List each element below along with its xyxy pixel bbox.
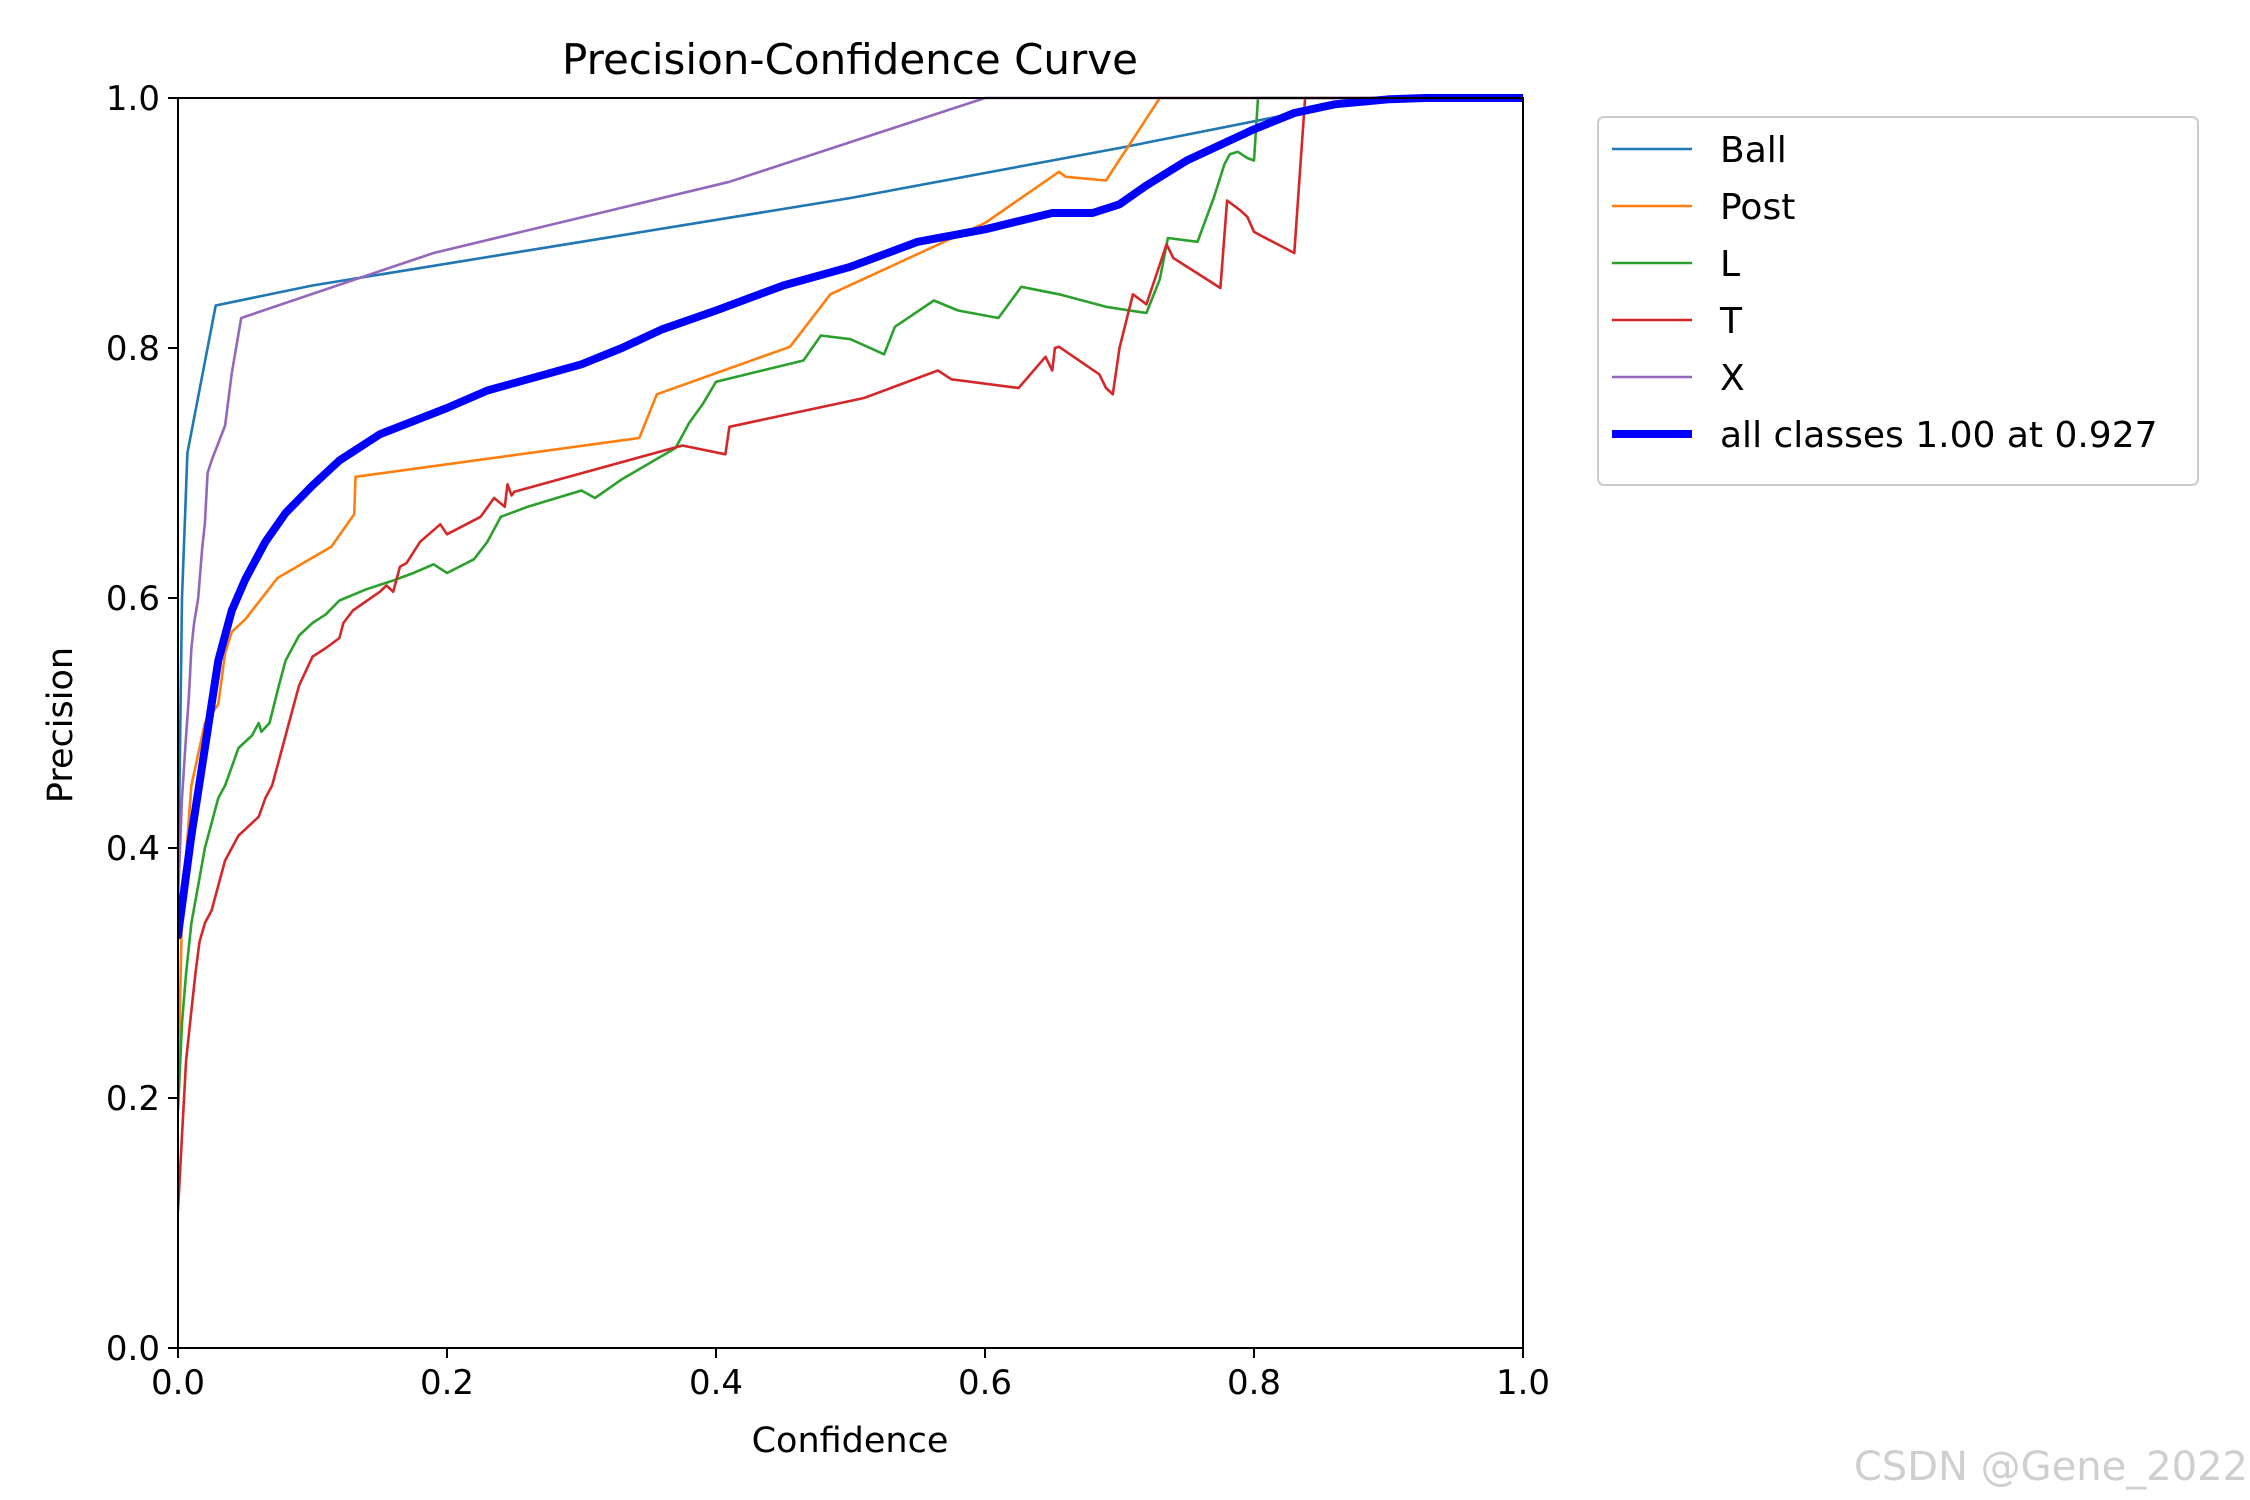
y-tick-label: 0.6 (106, 579, 160, 619)
legend-box (1597, 116, 2199, 486)
x-tick-label: 0.8 (1227, 1363, 1281, 1403)
x-tick-label: 0.2 (420, 1363, 474, 1403)
plot-frame (177, 97, 1524, 1349)
series-group (178, 94, 1523, 1212)
x-axis-title: Confidence (752, 1421, 949, 1461)
series-line-all (178, 94, 1523, 940)
x-tick-label: 1.0 (1496, 1363, 1550, 1403)
series-line-l (178, 96, 1523, 1112)
series-line-t (178, 96, 1523, 1212)
y-tick-label: 0.2 (106, 1079, 160, 1119)
series-line-x (178, 96, 1523, 900)
legend-label-x: X (1720, 358, 1745, 399)
x-tick-label: 0.4 (689, 1363, 743, 1403)
chart-title: Precision-Confidence Curve (562, 35, 1138, 84)
y-tick-label: 0.0 (106, 1329, 160, 1369)
y-tick-label: 0.4 (106, 829, 160, 869)
x-tick-label: 0.6 (958, 1363, 1012, 1403)
y-tick-label: 1.0 (106, 79, 160, 119)
x-tick-label: 0.0 (151, 1363, 205, 1403)
legend-label-post: Post (1720, 187, 1795, 228)
watermark: CSDN @Gene_2022 (1854, 1444, 2248, 1490)
legend-label-all: all classes 1.00 at 0.927 (1720, 415, 2158, 456)
legend-label-t: T (1719, 301, 1743, 342)
y-axis-title: Precision (41, 647, 81, 803)
y-tick-label: 0.8 (106, 329, 160, 369)
legend-label-ball: Ball (1720, 130, 1787, 171)
plot-area: 0.0 0.2 0.4 0.6 0.8 1.0 0.0 0.2 0.4 0.6 0.8 1.0 (106, 79, 1550, 1403)
legend-label-l: L (1720, 244, 1740, 285)
